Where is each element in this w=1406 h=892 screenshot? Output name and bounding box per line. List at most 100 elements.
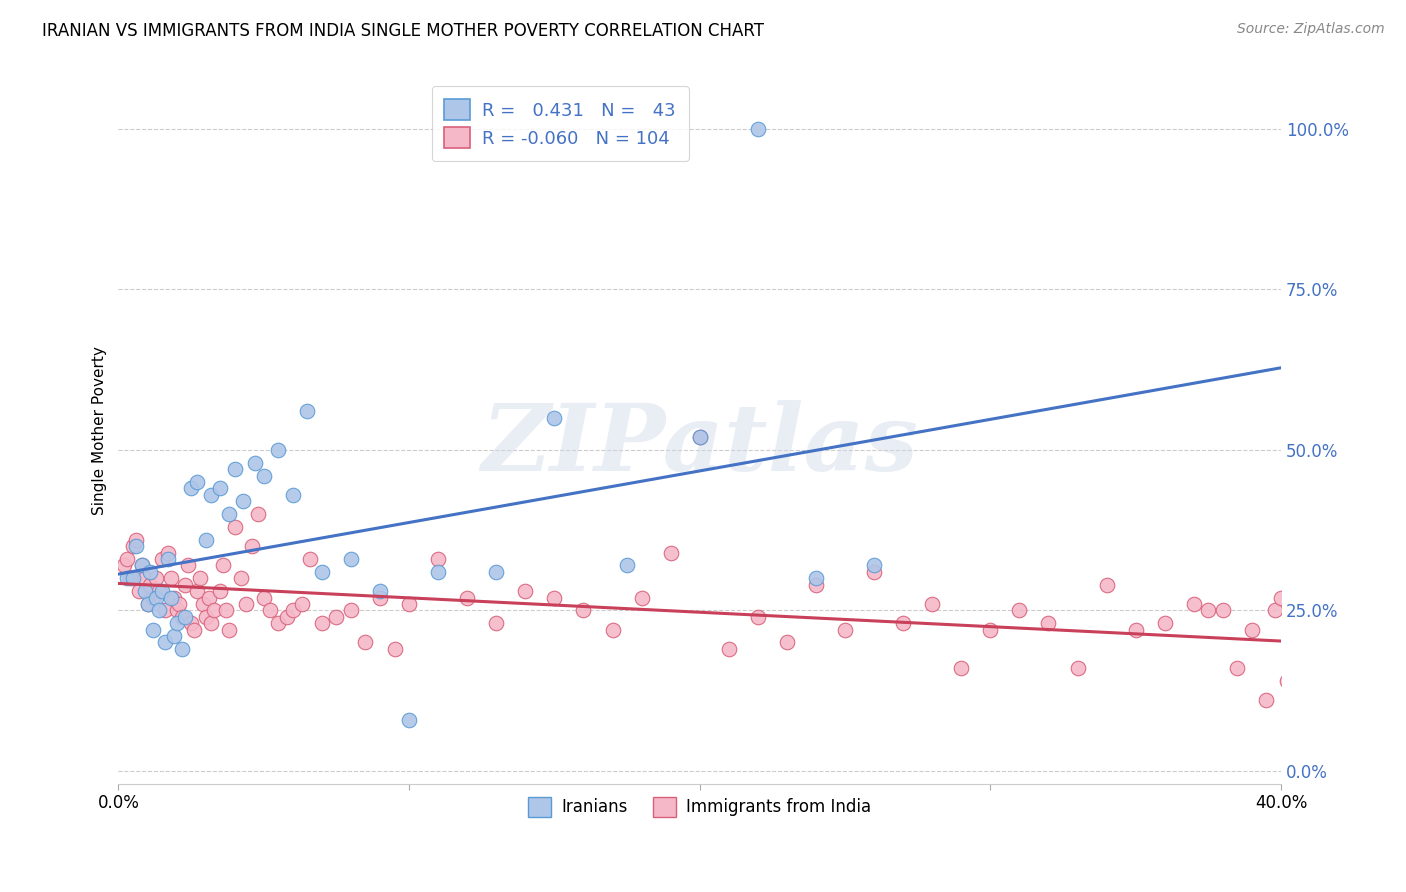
- Point: [243, 456, 266, 470]
- Point: [180, 482, 202, 496]
- Point: [150, 552, 173, 566]
- Point: [1153, 616, 1175, 631]
- Point: [368, 591, 391, 605]
- Point: [1125, 623, 1147, 637]
- Point: [156, 552, 179, 566]
- Point: [1275, 673, 1298, 688]
- Point: [398, 713, 420, 727]
- Point: [209, 482, 232, 496]
- Point: [197, 591, 219, 605]
- Point: [1310, 667, 1333, 681]
- Point: [1264, 603, 1286, 617]
- Point: [572, 603, 595, 617]
- Point: [174, 609, 197, 624]
- Point: [153, 635, 176, 649]
- Point: [240, 539, 263, 553]
- Point: [235, 597, 257, 611]
- Point: [543, 410, 565, 425]
- Point: [267, 442, 290, 457]
- Point: [166, 603, 188, 617]
- Point: [1281, 667, 1303, 681]
- Point: [134, 584, 156, 599]
- Point: [281, 603, 304, 617]
- Point: [1212, 603, 1234, 617]
- Point: [1270, 591, 1292, 605]
- Point: [1226, 661, 1249, 675]
- Point: [218, 507, 240, 521]
- Point: [156, 545, 179, 559]
- Point: [398, 597, 420, 611]
- Point: [1299, 623, 1322, 637]
- Point: [136, 597, 159, 611]
- Point: [202, 603, 225, 617]
- Point: [139, 577, 162, 591]
- Point: [142, 591, 165, 605]
- Point: [212, 558, 235, 573]
- Point: [427, 552, 450, 566]
- Point: [384, 641, 406, 656]
- Point: [209, 584, 232, 599]
- Point: [299, 552, 322, 566]
- Point: [115, 552, 138, 566]
- Point: [1296, 609, 1319, 624]
- Point: [186, 475, 208, 489]
- Point: [543, 591, 565, 605]
- Point: [311, 565, 333, 579]
- Point: [215, 603, 238, 617]
- Point: [602, 623, 624, 637]
- Point: [1286, 693, 1309, 707]
- Point: [259, 603, 281, 617]
- Point: [863, 565, 886, 579]
- Point: [891, 616, 914, 631]
- Point: [169, 597, 191, 611]
- Point: [1182, 597, 1205, 611]
- Point: [163, 629, 186, 643]
- Point: [485, 616, 508, 631]
- Point: [1316, 713, 1339, 727]
- Point: [163, 591, 186, 605]
- Point: [311, 616, 333, 631]
- Point: [834, 623, 856, 637]
- Point: [139, 565, 162, 579]
- Point: [1008, 603, 1031, 617]
- Point: [125, 533, 148, 547]
- Point: [281, 488, 304, 502]
- Point: [224, 520, 246, 534]
- Point: [1066, 661, 1088, 675]
- Point: [630, 591, 652, 605]
- Point: [804, 571, 827, 585]
- Point: [1095, 577, 1118, 591]
- Point: [145, 571, 167, 585]
- Point: [1294, 603, 1316, 617]
- Point: [1302, 661, 1324, 675]
- Point: [172, 641, 194, 656]
- Text: ZIPatlas: ZIPatlas: [481, 400, 918, 490]
- Point: [134, 571, 156, 585]
- Point: [131, 558, 153, 573]
- Point: [188, 571, 211, 585]
- Point: [200, 616, 222, 631]
- Point: [246, 507, 269, 521]
- Point: [200, 488, 222, 502]
- Point: [456, 591, 478, 605]
- Point: [485, 565, 508, 579]
- Point: [325, 609, 347, 624]
- Point: [148, 603, 170, 617]
- Point: [253, 468, 276, 483]
- Text: Source: ZipAtlas.com: Source: ZipAtlas.com: [1237, 22, 1385, 37]
- Legend: Iranians, Immigrants from India: Iranians, Immigrants from India: [520, 789, 880, 825]
- Point: [747, 121, 769, 136]
- Point: [159, 591, 181, 605]
- Point: [194, 533, 217, 547]
- Point: [1256, 693, 1278, 707]
- Point: [120, 571, 142, 585]
- Point: [191, 597, 214, 611]
- Point: [1197, 603, 1219, 617]
- Point: [515, 584, 537, 599]
- Point: [125, 539, 148, 553]
- Point: [863, 558, 886, 573]
- Point: [616, 558, 638, 573]
- Text: IRANIAN VS IMMIGRANTS FROM INDIA SINGLE MOTHER POVERTY CORRELATION CHART: IRANIAN VS IMMIGRANTS FROM INDIA SINGLE …: [42, 22, 765, 40]
- Point: [297, 404, 319, 418]
- Point: [166, 616, 188, 631]
